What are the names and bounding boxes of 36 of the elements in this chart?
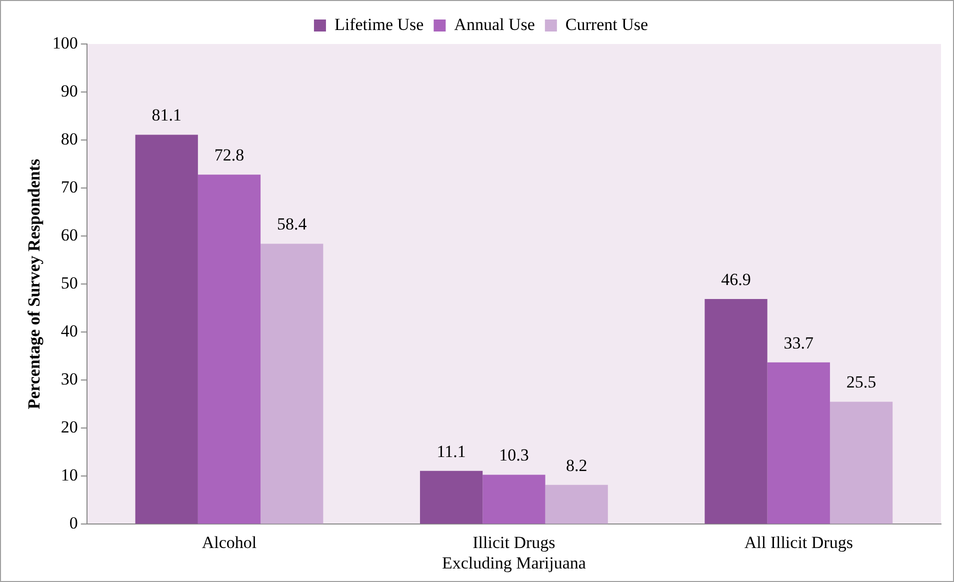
x-tick-label: All Illicit Drugs (744, 532, 853, 552)
bar (767, 362, 830, 524)
legend-label: Annual Use (454, 14, 535, 34)
y-tick-label: 20 (60, 418, 78, 437)
y-tick-label: 50 (60, 274, 78, 293)
x-tick-label: Alcohol (202, 532, 257, 552)
bar (830, 402, 893, 524)
bar (545, 484, 608, 524)
data-label: 72.8 (214, 146, 244, 165)
data-label: 81.1 (152, 106, 182, 125)
data-label: 25.5 (846, 372, 876, 392)
y-tick-label: 70 (60, 178, 78, 197)
x-tick-label: Illicit Drugs Excluding Marijuana (442, 532, 586, 572)
bar (482, 474, 546, 524)
data-label: 46.9 (721, 270, 751, 289)
y-tick-label: 40 (60, 322, 78, 341)
y-tick-label: 30 (60, 370, 78, 389)
bar (420, 470, 483, 524)
y-tick-label: 60 (60, 226, 78, 245)
data-label: 11.1 (436, 442, 466, 461)
bar (704, 298, 768, 524)
legend-label: Current Use (565, 14, 648, 34)
legend-label: Lifetime Use (334, 14, 424, 34)
y-axis-title: Percentage of Survey Respondents (24, 158, 44, 410)
data-label: 10.3 (499, 446, 529, 465)
bar (260, 244, 324, 524)
y-tick-label: 10 (60, 466, 78, 485)
data-label: 33.7 (784, 333, 814, 352)
y-tick-label: 80 (60, 130, 78, 149)
data-label: 58.4 (277, 214, 308, 234)
data-label: 8.2 (566, 456, 588, 475)
y-tick-label: 90 (60, 81, 78, 100)
y-tick-label: 0 (69, 514, 78, 533)
bar (135, 134, 198, 524)
y-tick-label: 100 (52, 33, 78, 52)
bar (198, 174, 261, 524)
